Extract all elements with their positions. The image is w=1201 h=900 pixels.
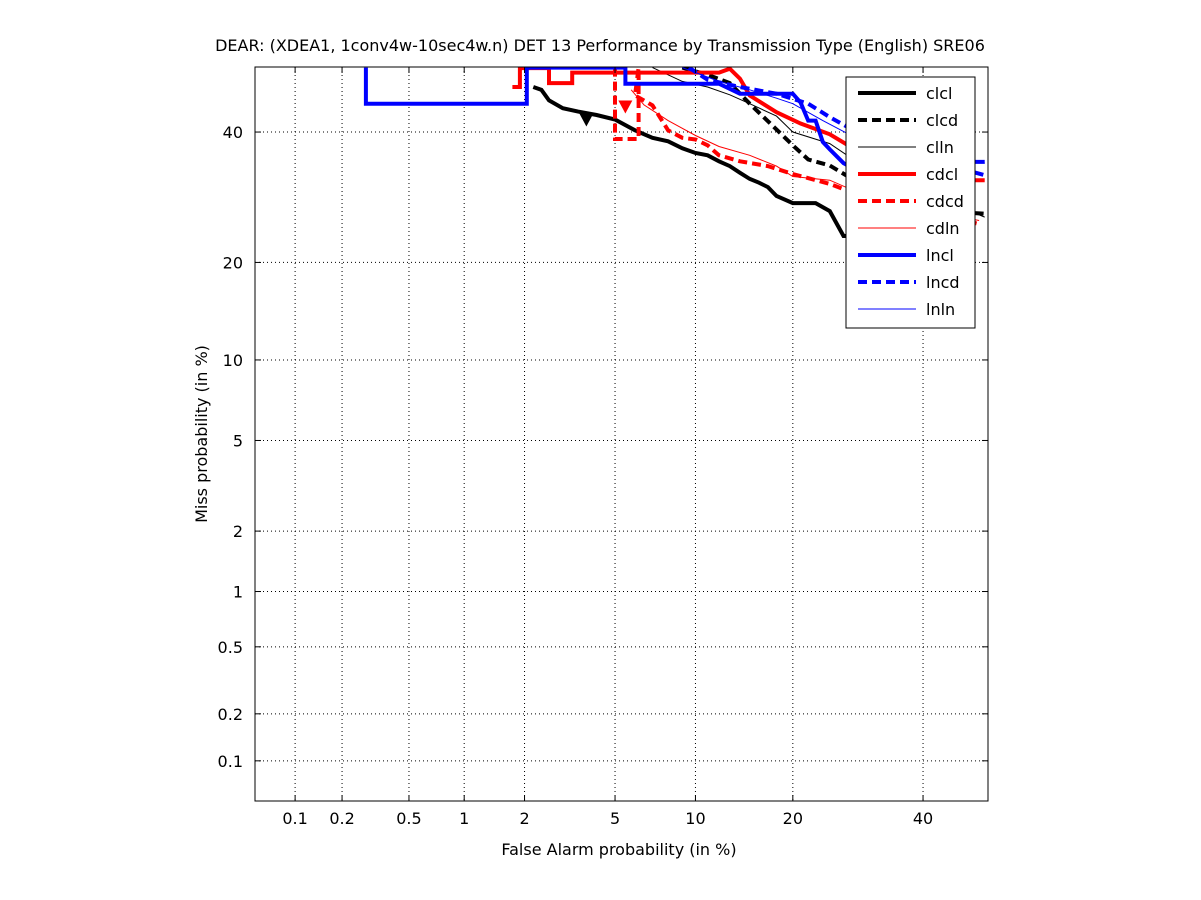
y-tick-label: 0.1 (218, 752, 243, 771)
min-dcf-marker-cdcd (618, 100, 633, 114)
y-axis-ticks: 0.1 0.2 0.5 1 2 5 10 20 40 (218, 123, 988, 771)
axes-box (254, 66, 989, 802)
legend-box (845, 76, 976, 329)
legend: clcl clcd clln cdcl cdcd cdln lncl lncd lnln (845, 76, 976, 329)
legend-label-cdln: cdln (926, 219, 960, 238)
y-tick-label: 2 (233, 522, 243, 541)
x-tick-label: 0.2 (329, 809, 354, 828)
x-tick-label: 5 (610, 809, 620, 828)
x-axis-ticks: 0.1 0.2 0.5 1 2 5 10 20 40 (282, 67, 933, 828)
legend-label-cdcd: cdcd (926, 192, 964, 211)
y-tick-label: 1 (233, 583, 243, 602)
y-tick-label: 10 (223, 351, 243, 370)
y-tick-label: 5 (233, 431, 243, 450)
y-tick-label: 20 (223, 253, 243, 272)
x-tick-label: 20 (783, 809, 803, 828)
series-line-clcl (532, 85, 857, 238)
legend-label-cdcl: cdcl (926, 165, 958, 184)
x-axis-label: False Alarm probability (in %) (501, 840, 736, 859)
x-tick-label: 0.5 (396, 809, 421, 828)
min-dcf-marker-clcl (579, 113, 594, 127)
x-tick-label: 10 (685, 809, 705, 828)
chart-title: DEAR: (XDEA1, 1conv4w-10sec4w.n) DET 13 … (215, 36, 985, 55)
legend-label-lncl: lncl (926, 246, 954, 265)
legend-label-clcl: clcl (926, 84, 952, 103)
legend-label-lnln: lnln (926, 300, 955, 319)
x-tick-label: 1 (459, 809, 469, 828)
x-tick-label: 40 (913, 809, 933, 828)
x-tick-label: 2 (519, 809, 529, 828)
y-tick-label: 0.2 (218, 705, 243, 724)
y-tick-label: 0.5 (218, 638, 243, 657)
legend-label-clln: clln (926, 138, 954, 157)
y-axis-label: Miss probability (in %) (192, 345, 211, 523)
y-tick-label: 40 (223, 123, 243, 142)
legend-label-lncd: lncd (926, 273, 960, 292)
legend-label-clcd: clcd (926, 111, 958, 130)
x-tick-label: 0.1 (282, 809, 307, 828)
